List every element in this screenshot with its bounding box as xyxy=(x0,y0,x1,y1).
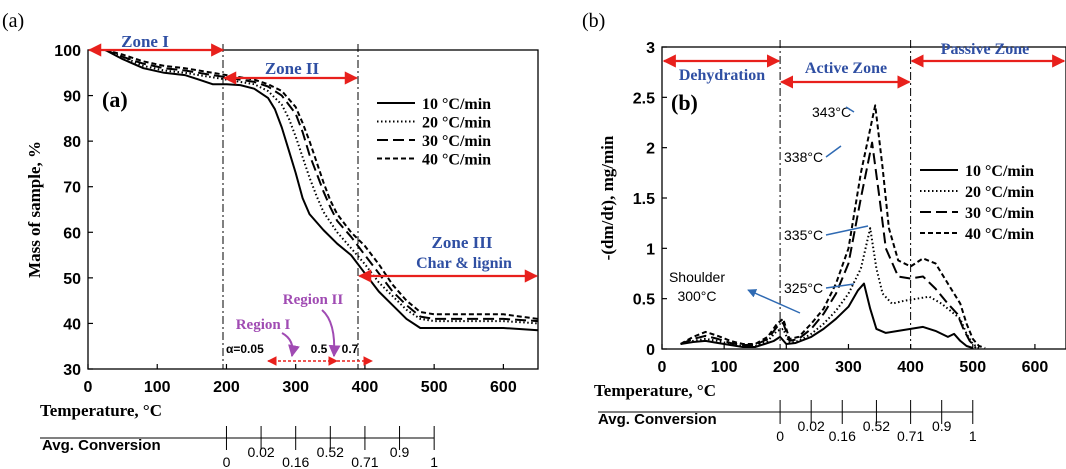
conversion-tick-label: 0.71 xyxy=(351,454,378,469)
region-label: Region I xyxy=(236,317,291,333)
x-tick-label: 600 xyxy=(1022,359,1049,376)
y-tick-label: 1 xyxy=(646,241,655,258)
x-axis-label: Temperature, °C xyxy=(40,401,162,420)
region-arrow xyxy=(281,332,300,358)
x-tick-label: 0 xyxy=(658,359,667,376)
zone-label: Zone I xyxy=(121,32,169,51)
peak-annotation-leader xyxy=(825,145,842,158)
y-tick-label: 50 xyxy=(63,271,81,288)
series-line xyxy=(680,104,986,349)
panel-b: (b) 0 0.5 1 1.5 2 2.5 3 0 100 200 300 400 500 600 -(dm/… xyxy=(582,10,1066,444)
series-line xyxy=(104,49,539,325)
legend-label: 10 °C/min xyxy=(422,96,491,113)
peak-annotation-leader xyxy=(825,225,869,236)
conversion-tick-label: 0.52 xyxy=(317,444,344,460)
zone-label: Passive Zone xyxy=(941,41,1029,58)
peak-annotation-label: Shoulder xyxy=(669,269,725,285)
series-line xyxy=(680,282,974,349)
zone-label: Zone III xyxy=(432,233,493,252)
y-tick-label: 2.5 xyxy=(633,90,655,107)
alpha-label: α=0.05 xyxy=(226,342,264,356)
peak-annotation-label: 343°C xyxy=(812,104,851,120)
y-tick-label: 60 xyxy=(63,225,81,242)
zone-label: Dehydration xyxy=(679,67,765,84)
series-line xyxy=(104,49,539,323)
x-tick-label: 0 xyxy=(84,379,93,396)
x-tick-label: 400 xyxy=(897,359,924,376)
inner-panel-label: (a) xyxy=(102,87,128,112)
conversion-tick-label: 0.9 xyxy=(932,418,952,434)
peak-annotation-leader xyxy=(825,283,855,289)
y-tick-label: 100 xyxy=(54,43,81,60)
conversion-tick-label: 0.16 xyxy=(282,454,309,469)
series-line xyxy=(105,49,539,320)
legend-label: 20 °C/min xyxy=(965,184,1034,201)
conversion-tick-label: 1 xyxy=(969,428,977,444)
region-label: Region II xyxy=(283,292,344,308)
region-arrow xyxy=(321,309,341,358)
alpha-label: 0.7 xyxy=(342,342,359,356)
conversion-axis-title: Avg. Conversion xyxy=(598,411,717,428)
x-tick-label: 200 xyxy=(213,379,240,396)
x-tick-label: 300 xyxy=(835,359,862,376)
y-axis-label: Mass of sample, % xyxy=(25,141,44,278)
x-tick-label: 100 xyxy=(144,379,171,396)
panel-a: (a) 30 40 50 60 70 80 90 100 0 100 200 300 400 500 600 M… xyxy=(2,10,539,469)
peak-annotation-label: 300°C xyxy=(677,288,716,304)
y-tick-label: 2 xyxy=(646,141,655,158)
series-line xyxy=(680,141,977,349)
x-tick-label: 500 xyxy=(959,359,986,376)
x-tick-label: 300 xyxy=(282,379,309,396)
peak-annotation-label: 325°C xyxy=(784,280,823,296)
y-tick-label: 40 xyxy=(63,316,81,333)
conversion-tick-label: 0.16 xyxy=(829,428,856,444)
panel-label: (b) xyxy=(582,10,605,32)
x-tick-label: 400 xyxy=(352,379,379,396)
y-tick-label: 80 xyxy=(63,134,81,151)
conversion-tick-label: 0.02 xyxy=(247,444,274,460)
zone-label: Active Zone xyxy=(805,60,887,77)
conversion-axis-title: Avg. Conversion xyxy=(42,437,161,454)
alpha-label: 0.5 xyxy=(311,342,328,356)
legend-label: 40 °C/min xyxy=(422,152,491,169)
x-tick-label: 500 xyxy=(421,379,448,396)
x-tick-label: 100 xyxy=(711,359,738,376)
conversion-tick-label: 0 xyxy=(776,428,784,444)
conversion-tick-label: 1 xyxy=(430,454,438,469)
y-tick-label: 3 xyxy=(646,40,655,57)
conversion-tick-label: 0.71 xyxy=(897,428,924,444)
legend-label: 40 °C/min xyxy=(965,226,1034,243)
series-line xyxy=(680,227,980,349)
y-tick-label: 0.5 xyxy=(633,292,655,309)
legend-label: 30 °C/min xyxy=(422,133,491,150)
x-tick-label: 200 xyxy=(773,359,800,376)
series-line xyxy=(104,49,539,332)
y-tick-label: 70 xyxy=(63,180,81,197)
panel-label: (a) xyxy=(2,10,24,32)
plot-frame xyxy=(87,49,539,370)
x-axis-label: Temperature, °C xyxy=(594,381,716,400)
conversion-tick-label: 0.02 xyxy=(798,418,825,434)
y-tick-label: 90 xyxy=(63,89,81,106)
y-tick-label: 0 xyxy=(646,342,655,359)
peak-annotation-leader xyxy=(845,106,855,113)
y-tick-label: 30 xyxy=(63,362,81,379)
peak-annotation-label: 338°C xyxy=(784,149,823,165)
peak-annotation-arrow xyxy=(747,289,801,314)
y-tick-label: 1.5 xyxy=(633,191,655,208)
legend-label: 20 °C/min xyxy=(422,115,491,132)
conversion-tick-label: 0.52 xyxy=(863,418,890,434)
zone-label: Zone II xyxy=(265,59,320,78)
x-tick-label: 600 xyxy=(490,379,517,396)
y-axis-label: -(dm/dt), mg/min xyxy=(598,135,617,260)
zone-sublabel: Char & lignin xyxy=(416,255,512,272)
legend-label: 30 °C/min xyxy=(965,205,1034,222)
legend-label: 10 °C/min xyxy=(965,163,1034,180)
conversion-tick-label: 0 xyxy=(223,454,231,469)
peak-annotation-label: 335°C xyxy=(784,227,823,243)
conversion-tick-label: 0.9 xyxy=(390,444,410,460)
inner-panel-label: (b) xyxy=(671,90,698,115)
